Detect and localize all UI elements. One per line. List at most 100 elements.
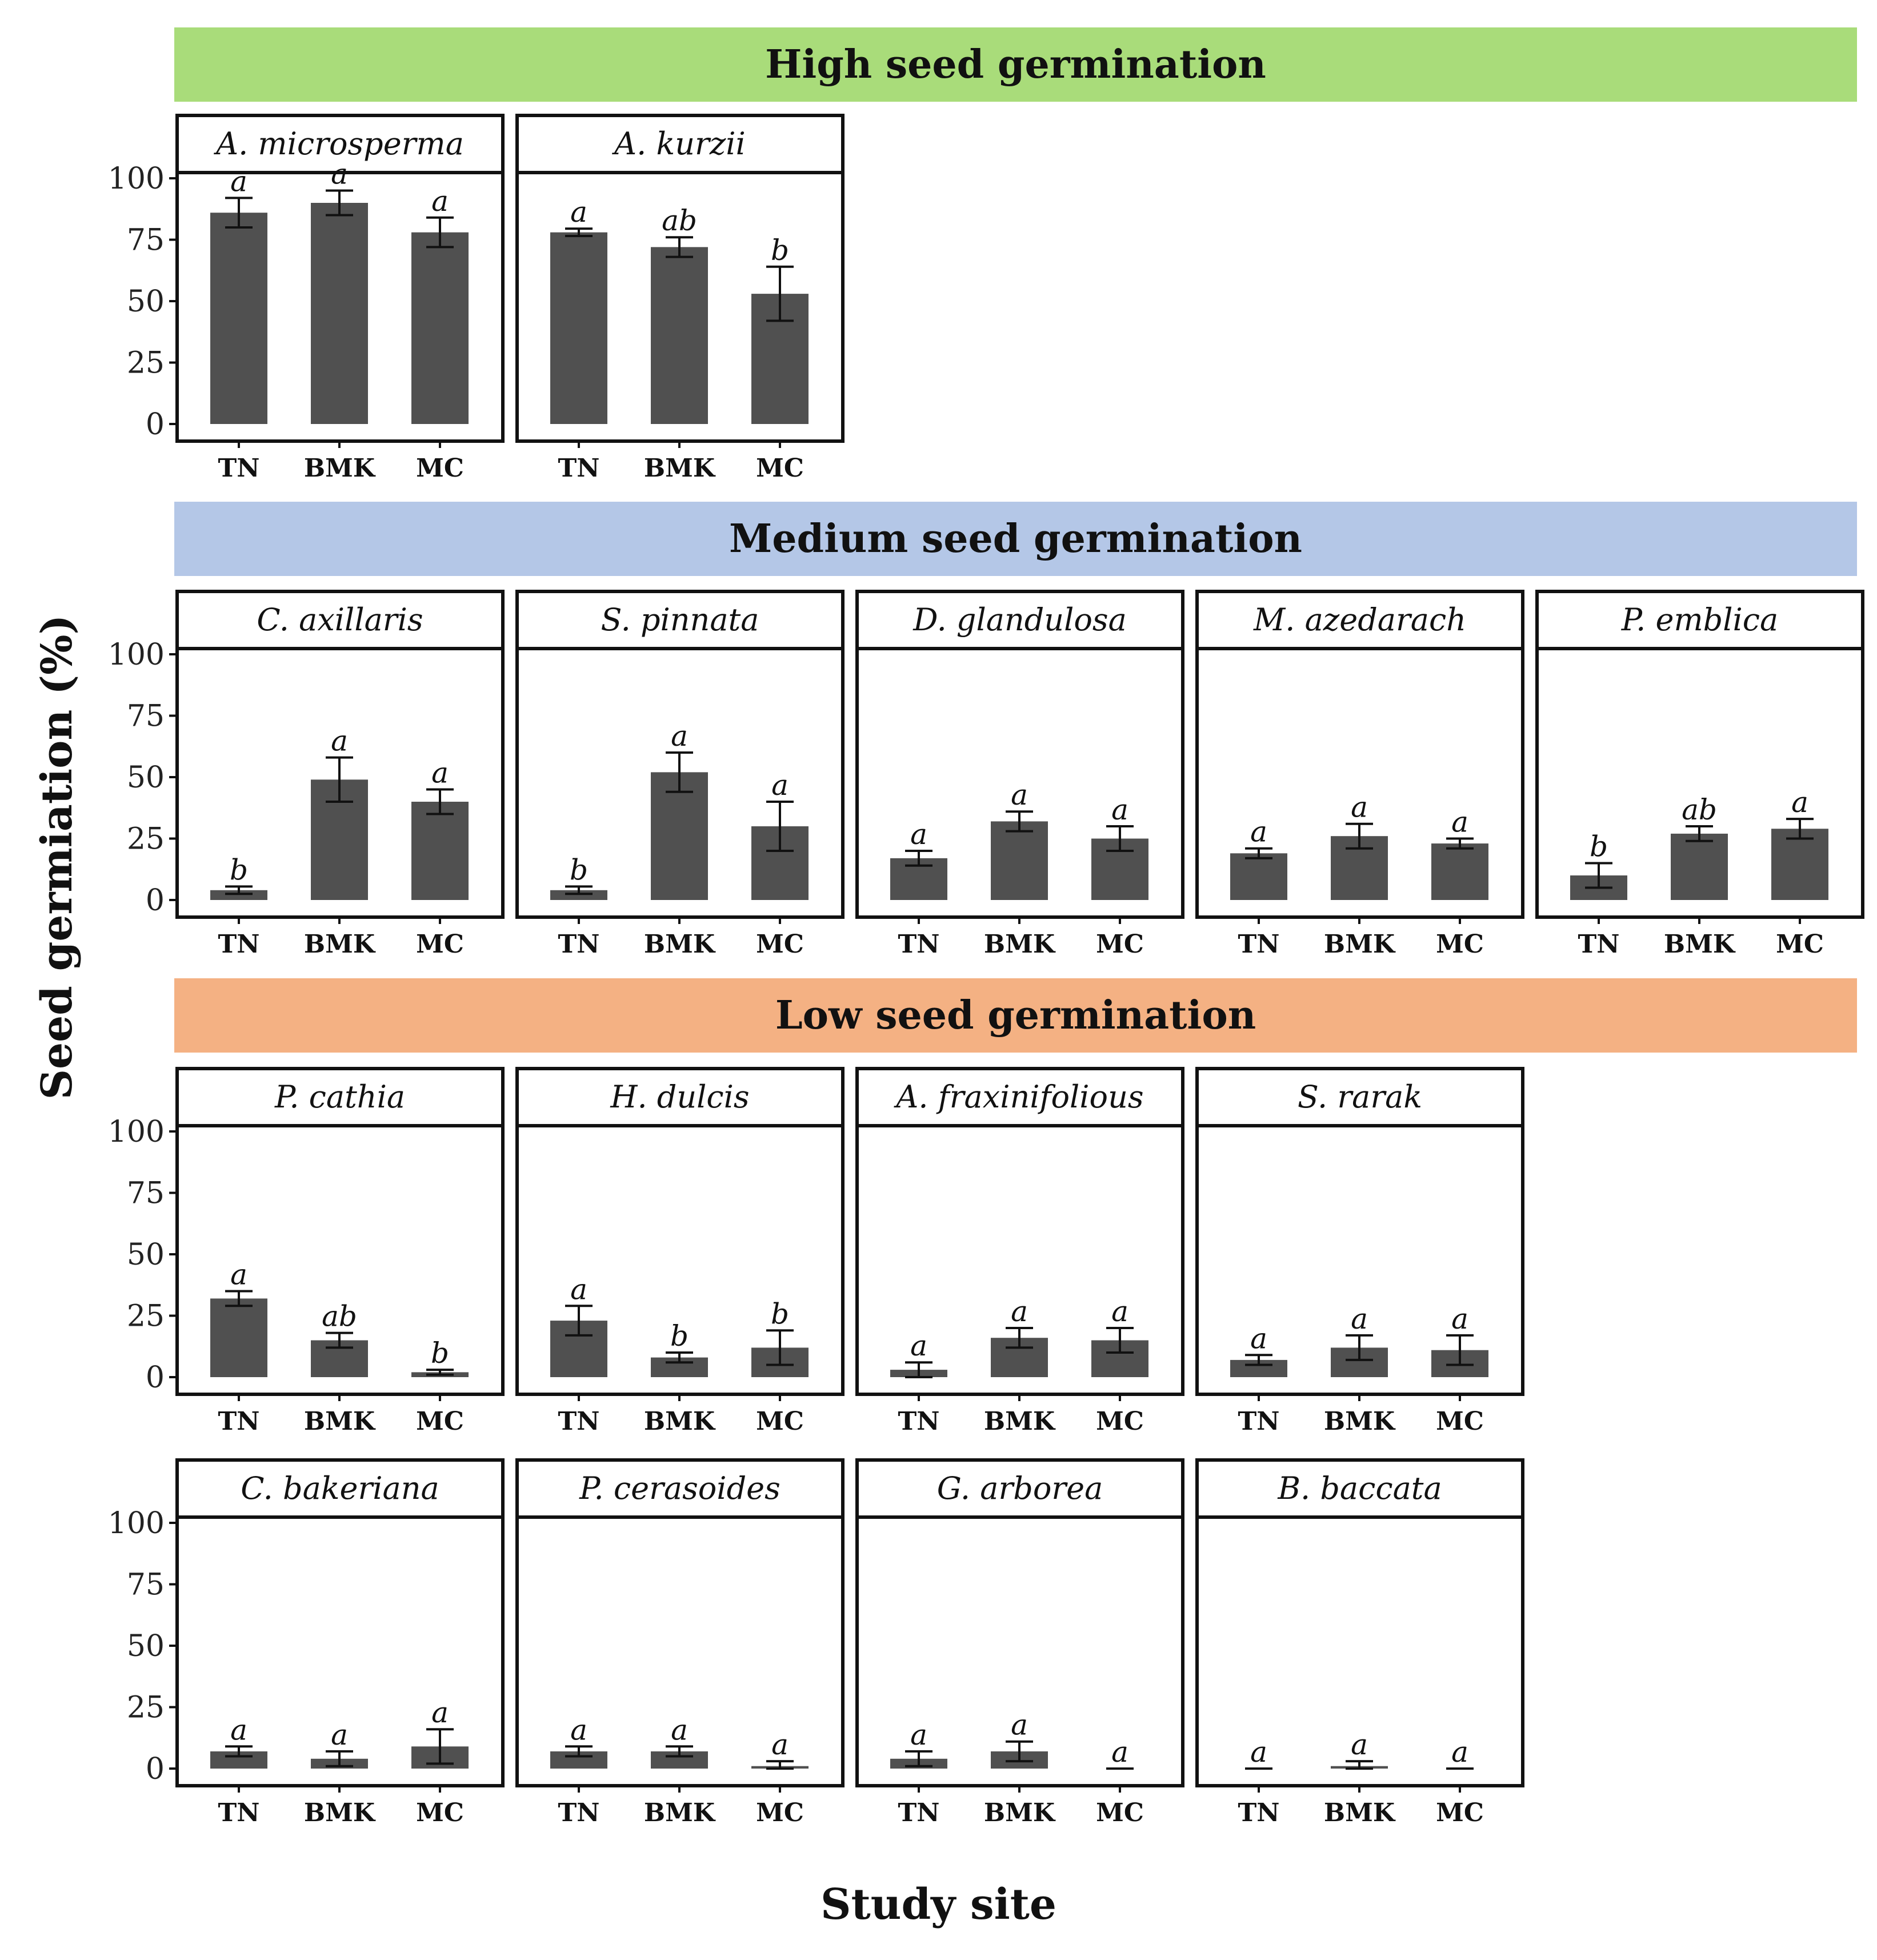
x-tick-label: TN [1578, 930, 1620, 959]
y-tick-label: 100 [108, 1115, 165, 1149]
x-tick-label: MC [756, 930, 804, 959]
bar [1671, 833, 1728, 900]
y-tick-label: 75 [127, 699, 165, 734]
x-tick-label: MC [416, 1798, 464, 1827]
significance-letter: a [1011, 1295, 1028, 1328]
significance-letter: a [1111, 1295, 1128, 1328]
panel-header [175, 114, 505, 174]
significance-letter: a [771, 769, 789, 802]
bar [651, 247, 708, 424]
panel-title: P. cerasoides [579, 1470, 781, 1506]
bar [550, 232, 607, 424]
significance-letter: a [910, 818, 927, 851]
significance-letter: a [431, 1696, 449, 1729]
x-tick-label: TN [898, 930, 940, 959]
y-tick-label: 25 [127, 822, 165, 857]
x-tick-label: TN [558, 930, 600, 959]
significance-letter: a [1351, 1728, 1368, 1761]
significance-letter: b [570, 853, 588, 886]
significance-letter: a [570, 1273, 587, 1306]
y-tick-label: 75 [127, 1568, 165, 1602]
panel-title: A. kurzii [611, 126, 746, 162]
y-tick-label: 100 [108, 162, 165, 196]
significance-letter: a [331, 158, 348, 191]
x-tick-label: MC [416, 930, 464, 959]
y-axis-title: Seed germiation (%) [33, 614, 82, 1100]
panel-header [855, 1458, 1184, 1519]
y-tick-label: 25 [127, 1691, 165, 1725]
bar [311, 203, 368, 424]
significance-letter: a [431, 185, 449, 218]
bar [1771, 829, 1828, 900]
panel-header [175, 1458, 505, 1519]
x-tick-label: MC [1096, 1798, 1144, 1827]
x-tick-label: TN [558, 454, 600, 483]
panel-title: M. azedarach [1253, 602, 1466, 638]
bar [550, 890, 607, 900]
bar [210, 890, 267, 900]
bar [411, 802, 469, 900]
significance-letter: a [1011, 778, 1028, 811]
x-tick-label: BMK [984, 1798, 1056, 1827]
panel-header [515, 1067, 845, 1127]
panel-header [515, 590, 845, 650]
x-tick-label: BMK [1324, 930, 1396, 959]
significance-letter: a [570, 195, 587, 229]
significance-letter: a [230, 165, 247, 198]
y-tick-label: 50 [127, 1629, 165, 1663]
x-tick-label: TN [1238, 1798, 1280, 1827]
significance-letter: a [570, 1713, 587, 1746]
bar [651, 772, 708, 900]
significance-letter: a [671, 1713, 688, 1746]
x-axis-title: Study site [821, 1880, 1056, 1929]
y-tick-label: 100 [108, 638, 165, 672]
bar [1230, 853, 1287, 900]
significance-letter: a [1250, 1735, 1267, 1769]
x-tick-label: BMK [644, 1798, 716, 1827]
x-tick-label: TN [218, 930, 260, 959]
panel-title: C. axillaris [257, 602, 423, 638]
panel-title: P. emblica [1621, 602, 1778, 638]
panel-title: S. pinnata [601, 602, 759, 638]
x-tick-label: MC [756, 1407, 804, 1436]
panel-header [515, 114, 845, 174]
significance-letter: a [1451, 806, 1468, 839]
x-tick-label: MC [1096, 1407, 1144, 1436]
significance-letter: a [771, 1728, 789, 1761]
x-tick-label: MC [1096, 930, 1144, 959]
significance-letter: a [910, 1718, 927, 1751]
x-tick-label: MC [756, 454, 804, 483]
significance-letter: a [230, 1713, 247, 1746]
y-tick-label: 25 [127, 346, 165, 381]
panel-title: D. glandulosa [913, 602, 1127, 638]
significance-letter: b [230, 853, 248, 886]
x-tick-label: MC [1436, 1407, 1484, 1436]
y-tick-label: 0 [146, 1361, 165, 1395]
panel-title: S. rarak [1298, 1079, 1422, 1115]
y-tick-label: 50 [127, 285, 165, 319]
significance-letter: b [771, 234, 789, 267]
significance-letter: a [1451, 1735, 1468, 1769]
significance-letter: b [1590, 830, 1608, 863]
x-tick-label: MC [416, 1407, 464, 1436]
significance-letter: a [671, 719, 688, 753]
significance-letter: a [230, 1258, 247, 1291]
significance-letter: b [771, 1297, 789, 1330]
y-tick-label: 0 [146, 1752, 165, 1786]
x-tick-label: BMK [984, 930, 1056, 959]
significance-letter: a [1011, 1709, 1028, 1742]
significance-letter: a [1250, 815, 1267, 849]
x-tick-label: MC [1776, 930, 1824, 959]
panel-title: C. bakeriana [241, 1470, 439, 1506]
bar [210, 1298, 267, 1377]
panel-title: P. cathia [274, 1079, 405, 1115]
bar [991, 821, 1048, 900]
x-tick-label: BMK [644, 930, 716, 959]
x-tick-label: TN [218, 454, 260, 483]
panel-header [1195, 590, 1524, 650]
x-tick-label: TN [1238, 930, 1280, 959]
y-tick-label: 0 [146, 883, 165, 918]
significance-letter: ab [662, 204, 697, 237]
